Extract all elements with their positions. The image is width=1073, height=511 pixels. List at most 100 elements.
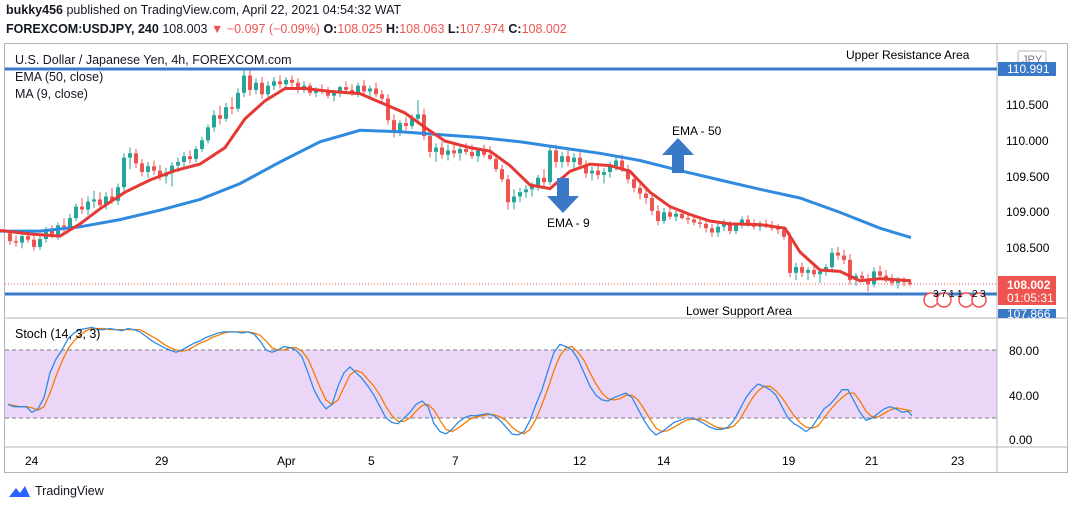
price-change: −0.097 (−0.09%) [226,22,320,36]
candle [272,81,276,86]
candle [206,127,210,141]
candle [806,269,810,273]
candle [242,75,246,93]
candle [404,123,408,126]
candle [380,94,384,99]
time-tick: 24 [25,454,39,468]
candle [494,159,498,170]
candle [878,271,882,276]
support-price-tag [998,309,1056,318]
candle [518,192,522,197]
current-price: 108.002 [1007,278,1051,292]
candle [908,282,912,285]
stoch-tick: 40.00 [1009,389,1039,403]
ma-legend[interactable]: MA (9, close) [15,87,88,101]
candle [452,150,456,154]
time-tick: 12 [573,454,587,468]
candle [812,269,816,275]
candle [98,199,102,206]
candle [218,115,222,119]
price-tick: 110.500 [1006,98,1049,112]
candle [188,156,192,160]
candle [398,123,402,132]
candle [578,157,582,165]
candle [458,148,462,154]
candle [680,213,684,219]
candle [32,239,36,247]
candle [644,193,648,198]
publish-info: bukky456 published on TradingView.com, A… [6,3,401,17]
current-price-tag [998,276,1056,305]
candle [554,150,558,162]
candle [830,252,834,268]
resistance-price-tag [998,62,1056,76]
candle [776,228,780,230]
ema-legend[interactable]: EMA (50, close) [15,70,104,84]
brand-name: TradingView [35,484,104,498]
candle [332,92,336,96]
candle [482,150,486,155]
tradingview-cloud-icon [9,486,30,497]
candle [368,88,372,92]
candle [800,267,804,273]
ma9-line [0,87,912,283]
candle [716,226,720,233]
ema9-label: EMA - 9 [547,216,590,230]
candle [512,196,516,203]
author-name[interactable]: bukky456 [6,3,63,17]
price-tick: 110.000 [1006,134,1049,148]
time-tick: 29 [155,454,169,468]
candle [698,222,702,224]
event-badge: 3 [933,289,939,300]
candle [410,118,414,126]
event-badge: 1 [949,289,955,300]
symbol-label: FOREXCOM:USDJPY, 240 [6,22,159,36]
candle [254,82,258,90]
tradingview-logo[interactable]: TradingView [7,484,104,498]
candle [782,229,786,237]
candle [626,169,630,180]
candle [710,228,714,233]
price-tick: 109.000 [1006,205,1050,219]
candle [650,197,654,211]
time-tick: 14 [657,454,671,468]
candle [506,179,510,203]
candle [536,177,540,187]
candle [704,223,708,229]
candle [428,136,432,152]
low-value: 107.974 [459,22,505,36]
candle [464,148,468,152]
last-price: 108.003 [162,22,208,36]
time-tick: 23 [951,454,965,468]
economic-events[interactable]: 3 7 1 1 2 3 [923,289,987,308]
candle [836,252,840,256]
candle [152,166,156,171]
candle [68,218,72,227]
candle [440,147,444,155]
candle [344,87,348,90]
support-price: 107.866 [1007,307,1051,321]
candle [662,212,666,221]
candle [236,92,240,109]
candle [608,166,612,173]
candle [80,206,84,210]
candle [860,275,864,279]
stoch-k-line [7,326,913,436]
arrow-up-icon [662,138,694,173]
chart-frame [4,43,1068,473]
candles-group [8,69,912,292]
candle [476,150,480,157]
arrow-down-icon [547,178,579,213]
time-tick: Apr [277,454,296,468]
chart-title: U.S. Dollar / Japanese Yen, 4h, FOREXCOM… [15,53,292,67]
candle [212,115,216,128]
down-arrow-icon: ▼ [210,22,224,36]
time-tick: 5 [368,454,375,468]
candle [362,85,366,92]
candle [890,280,894,283]
candle [668,212,672,217]
candle [596,170,600,175]
published-text: published on TradingView.com, April 22, … [66,3,402,17]
resistance-price: 110.991 [1007,62,1050,76]
